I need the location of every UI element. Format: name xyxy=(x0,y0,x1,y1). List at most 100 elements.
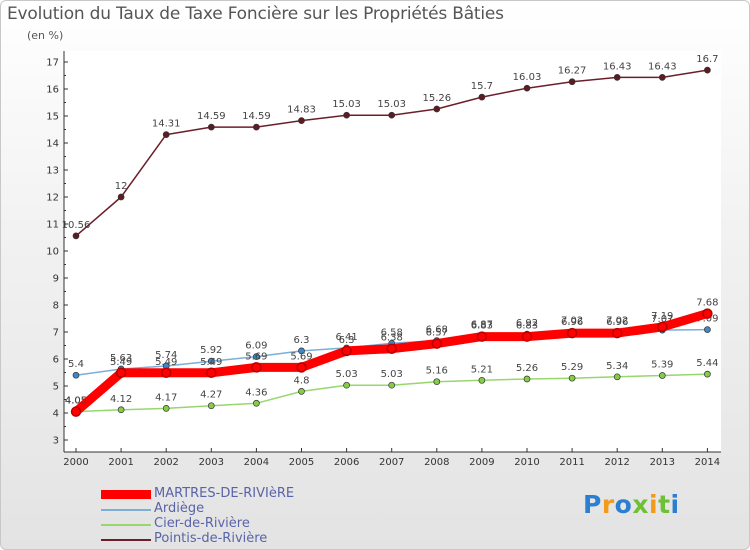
data-point[interactable] xyxy=(658,372,666,379)
data-point[interactable] xyxy=(207,357,215,365)
legend-item[interactable]: Ardiège xyxy=(101,501,361,517)
data-point[interactable] xyxy=(386,343,397,354)
logo-letter: r xyxy=(601,490,615,519)
data-label: 6.83 xyxy=(471,321,493,332)
data-label: 5.21 xyxy=(471,364,493,375)
data-point[interactable] xyxy=(72,371,80,379)
data-label: 14.83 xyxy=(287,105,316,116)
data-point[interactable] xyxy=(433,105,441,113)
data-label: 10.56 xyxy=(62,220,91,231)
data-point[interactable] xyxy=(478,376,486,384)
data-point[interactable] xyxy=(523,375,531,383)
legend-item[interactable]: MARTRES-DE-RIVIèRE xyxy=(101,486,361,502)
data-point[interactable] xyxy=(162,131,170,138)
data-label: 5.49 xyxy=(110,357,132,368)
data-point[interactable] xyxy=(72,232,80,240)
x-tick-label: 2011 xyxy=(559,457,584,468)
data-point[interactable] xyxy=(253,353,260,360)
data-label: 4.36 xyxy=(245,387,267,398)
data-label: 5.29 xyxy=(561,362,583,373)
data-label: 12 xyxy=(115,181,128,192)
data-label: 6.41 xyxy=(335,332,357,343)
legend-item[interactable]: Cier-de-Rivière xyxy=(101,516,361,532)
data-point[interactable] xyxy=(568,78,576,86)
data-point[interactable] xyxy=(298,117,305,124)
data-point[interactable] xyxy=(388,111,396,119)
data-point[interactable] xyxy=(117,406,125,414)
data-point[interactable] xyxy=(207,123,215,131)
data-point[interactable] xyxy=(704,326,711,333)
data-label: 16.43 xyxy=(648,61,677,72)
data-label: 7.09 xyxy=(696,314,718,325)
data-point[interactable] xyxy=(207,402,215,410)
data-point[interactable] xyxy=(476,331,488,342)
data-label: 5.26 xyxy=(516,363,538,374)
x-tick-label: 2003 xyxy=(199,457,224,468)
data-point[interactable] xyxy=(657,321,668,333)
data-point[interactable] xyxy=(613,74,621,81)
x-tick-label: 2007 xyxy=(379,457,404,468)
legend-label: MARTRES-DE-RIVIèRE xyxy=(154,486,295,501)
data-label: 5.03 xyxy=(381,369,403,380)
logo-letter: i xyxy=(670,490,680,519)
data-point[interactable] xyxy=(658,74,666,81)
data-label: 6.3 xyxy=(294,335,310,346)
data-label: 6.96 xyxy=(561,317,583,328)
data-point[interactable] xyxy=(431,338,443,349)
data-point[interactable] xyxy=(296,362,307,373)
data-label: 5.4 xyxy=(68,359,84,370)
y-tick-label: 14 xyxy=(46,139,59,150)
data-point[interactable] xyxy=(704,66,711,74)
legend-label: Ardiège xyxy=(154,501,205,516)
series-MARTRES-DE-RIVIèRE: 4.055.49 5.49 5.49 5.69 5.696.3 6.38 6.576.83 6… xyxy=(65,298,719,417)
data-point[interactable] xyxy=(433,378,441,386)
data-label: 7.07 xyxy=(651,314,673,325)
data-label: 6.68 xyxy=(426,325,448,336)
data-point[interactable] xyxy=(298,388,305,395)
data-label: 7.68 xyxy=(696,298,718,309)
data-label: 5.69 xyxy=(245,351,267,362)
x-tick-label: 2014 xyxy=(695,457,720,468)
data-label: 6.92 xyxy=(516,318,538,329)
data-point[interactable] xyxy=(568,374,576,382)
data-label: 16.7 xyxy=(696,54,718,65)
proxiti-logo[interactable]: Proxiti xyxy=(583,490,680,519)
data-label: 5.44 xyxy=(696,358,718,369)
data-point[interactable] xyxy=(702,308,713,319)
data-point[interactable] xyxy=(253,399,260,407)
data-point[interactable] xyxy=(298,347,305,355)
data-label: 5.74 xyxy=(155,350,177,361)
y-tick-label: 16 xyxy=(46,85,59,96)
data-point[interactable] xyxy=(206,367,217,379)
data-label: 6.83 xyxy=(516,321,538,332)
series-Cier-de-Rivière: 4.05 4.12 4.17 4.27 4.36 4.8 5.03 5.03 5.16 5.21 5… xyxy=(65,358,719,415)
x-tick-label: 2004 xyxy=(244,457,269,468)
data-point[interactable] xyxy=(115,367,127,379)
data-point[interactable] xyxy=(611,327,623,339)
data-point[interactable] xyxy=(70,406,82,417)
x-tick-label: 2013 xyxy=(650,457,675,468)
data-point[interactable] xyxy=(523,84,531,92)
data-label: 15.26 xyxy=(422,93,451,104)
data-point[interactable] xyxy=(117,193,125,201)
data-point[interactable] xyxy=(566,327,578,339)
data-label: 6.57 xyxy=(426,328,448,339)
data-point[interactable] xyxy=(160,367,172,379)
data-label: 16.43 xyxy=(603,61,632,72)
data-point[interactable] xyxy=(521,331,533,342)
data-point[interactable] xyxy=(253,123,260,131)
y-tick-label: 6 xyxy=(53,355,59,366)
x-tick-label: 2000 xyxy=(63,457,88,468)
data-point[interactable] xyxy=(704,370,711,378)
data-point[interactable] xyxy=(162,405,170,412)
data-point[interactable] xyxy=(343,111,350,119)
y-tick-label: 3 xyxy=(53,436,59,447)
data-point[interactable] xyxy=(251,362,262,373)
data-point[interactable] xyxy=(478,93,486,101)
data-point[interactable] xyxy=(613,373,621,381)
data-point[interactable] xyxy=(343,381,350,389)
legend-item[interactable]: Pointis-de-Rivière xyxy=(101,531,361,547)
data-point[interactable] xyxy=(388,381,396,389)
y-tick-label: 13 xyxy=(46,166,59,177)
data-point[interactable] xyxy=(341,345,352,357)
